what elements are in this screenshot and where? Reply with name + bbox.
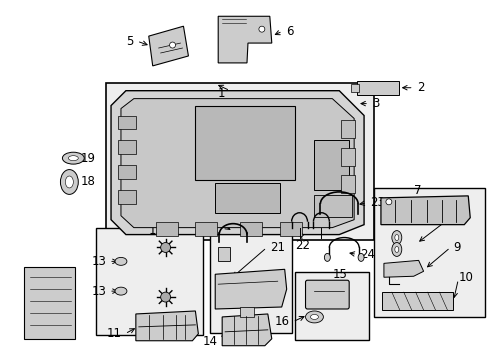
Text: 13: 13 bbox=[91, 255, 106, 268]
Text: 9: 9 bbox=[452, 241, 460, 254]
Text: 18: 18 bbox=[80, 175, 95, 189]
Bar bbox=[341, 121, 354, 138]
Polygon shape bbox=[380, 196, 469, 225]
Text: 12: 12 bbox=[148, 224, 163, 237]
Bar bbox=[24, 267, 75, 339]
Bar bbox=[195, 222, 217, 235]
Bar bbox=[314, 140, 348, 190]
Text: 20: 20 bbox=[197, 213, 212, 226]
Bar bbox=[210, 231, 291, 333]
Text: 24: 24 bbox=[359, 248, 374, 261]
Text: 15: 15 bbox=[332, 268, 346, 281]
Ellipse shape bbox=[115, 287, 127, 295]
Ellipse shape bbox=[357, 253, 364, 261]
Bar bbox=[356, 81, 398, 95]
Text: 10: 10 bbox=[457, 271, 472, 284]
Bar bbox=[155, 222, 177, 235]
Polygon shape bbox=[218, 16, 271, 63]
Text: 8: 8 bbox=[452, 211, 460, 224]
Text: 2: 2 bbox=[416, 81, 423, 94]
Bar bbox=[96, 228, 203, 335]
Bar bbox=[118, 116, 136, 129]
Ellipse shape bbox=[62, 152, 84, 164]
Circle shape bbox=[161, 243, 170, 252]
Bar bbox=[215, 183, 279, 213]
Text: 3: 3 bbox=[371, 97, 379, 110]
Bar bbox=[341, 175, 354, 193]
Polygon shape bbox=[111, 91, 364, 235]
Ellipse shape bbox=[391, 243, 401, 256]
Bar bbox=[218, 247, 230, 261]
Text: 22: 22 bbox=[294, 239, 309, 252]
Ellipse shape bbox=[115, 257, 127, 265]
Bar bbox=[106, 83, 373, 239]
Text: 13: 13 bbox=[91, 285, 106, 298]
Ellipse shape bbox=[305, 311, 323, 323]
Bar bbox=[118, 190, 136, 204]
Bar bbox=[373, 188, 484, 317]
Ellipse shape bbox=[65, 176, 73, 188]
Bar bbox=[195, 105, 294, 180]
Text: 14: 14 bbox=[202, 335, 217, 348]
Bar bbox=[118, 165, 136, 179]
Ellipse shape bbox=[310, 314, 318, 319]
Bar bbox=[279, 222, 301, 235]
Ellipse shape bbox=[61, 170, 78, 194]
Bar bbox=[381, 292, 452, 310]
Text: 17: 17 bbox=[41, 293, 57, 306]
Polygon shape bbox=[383, 260, 423, 277]
Bar bbox=[314, 195, 351, 217]
Ellipse shape bbox=[394, 247, 398, 252]
Polygon shape bbox=[136, 311, 198, 341]
Polygon shape bbox=[215, 269, 286, 309]
Circle shape bbox=[385, 199, 391, 205]
Polygon shape bbox=[222, 314, 271, 346]
Ellipse shape bbox=[68, 156, 78, 161]
Bar bbox=[240, 307, 253, 317]
Polygon shape bbox=[121, 99, 353, 228]
Ellipse shape bbox=[394, 235, 398, 240]
Bar bbox=[341, 148, 354, 166]
Text: 6: 6 bbox=[285, 24, 293, 38]
Text: 19: 19 bbox=[80, 152, 95, 165]
Text: 7: 7 bbox=[413, 184, 420, 197]
Text: 16: 16 bbox=[274, 315, 289, 328]
Polygon shape bbox=[148, 26, 188, 66]
Ellipse shape bbox=[324, 253, 330, 261]
Circle shape bbox=[169, 42, 175, 48]
Text: 5: 5 bbox=[126, 35, 134, 48]
Bar bbox=[350, 84, 358, 92]
Circle shape bbox=[258, 26, 264, 32]
Bar bbox=[240, 222, 262, 235]
Text: 21: 21 bbox=[269, 241, 284, 254]
FancyBboxPatch shape bbox=[305, 280, 348, 309]
Text: 1: 1 bbox=[217, 87, 224, 100]
Bar bbox=[294, 272, 368, 340]
Text: 11: 11 bbox=[107, 327, 122, 340]
Ellipse shape bbox=[391, 231, 401, 244]
Circle shape bbox=[161, 292, 170, 302]
Text: 23: 23 bbox=[369, 196, 384, 209]
Text: 4: 4 bbox=[312, 198, 319, 211]
Bar bbox=[118, 140, 136, 154]
